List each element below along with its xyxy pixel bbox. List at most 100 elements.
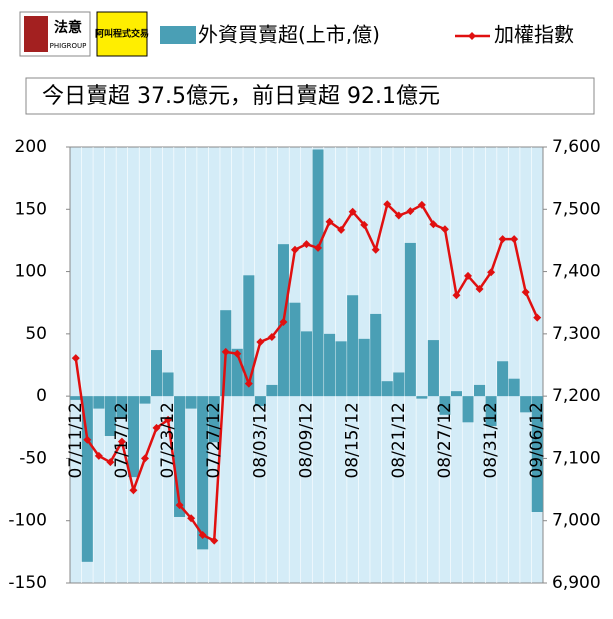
x-tick-label: 07/27/12 xyxy=(204,402,224,478)
y-tick-label: -100 xyxy=(8,511,47,531)
bar xyxy=(104,396,116,437)
bar xyxy=(508,378,520,397)
y-tick-label: -150 xyxy=(8,573,47,593)
y-tick-label: 50 xyxy=(25,324,47,344)
bar xyxy=(439,396,451,415)
line-marker xyxy=(152,423,161,432)
y2-tick-label: 7,600 xyxy=(552,137,601,157)
x-tick-label: 08/03/12 xyxy=(250,402,270,478)
line-marker xyxy=(348,207,357,216)
bar xyxy=(335,341,347,397)
line-marker xyxy=(498,235,507,244)
x-tick-label: 09/06/12 xyxy=(527,402,547,478)
line-marker xyxy=(94,451,103,460)
x-tick-label: 07/23/12 xyxy=(158,402,178,478)
line-marker xyxy=(360,220,369,229)
annotation-box xyxy=(25,77,595,115)
bar xyxy=(370,313,382,397)
x-tick-label: 08/21/12 xyxy=(389,402,409,478)
bar xyxy=(393,372,405,397)
bar xyxy=(266,384,278,397)
line-marker xyxy=(510,235,519,244)
annotation: 今日賣超 37.5億元，前日賣超 92.1億元 xyxy=(42,84,440,109)
bar xyxy=(174,396,186,517)
line-marker xyxy=(187,514,196,523)
line-marker xyxy=(394,211,403,220)
line-marker xyxy=(475,285,484,294)
x-tick-label: 08/31/12 xyxy=(481,402,501,478)
line-marker xyxy=(129,486,138,495)
bar xyxy=(93,396,105,409)
bar xyxy=(520,396,532,413)
bar xyxy=(208,396,220,443)
bar xyxy=(197,396,209,550)
logo-icon xyxy=(24,16,48,52)
y2-tick-label: 7,400 xyxy=(552,262,601,282)
bar xyxy=(416,396,428,399)
line-marker xyxy=(302,240,311,249)
line-marker xyxy=(221,347,230,356)
y-tick-label: -50 xyxy=(19,448,47,468)
bar xyxy=(474,384,486,397)
line-marker xyxy=(164,415,173,424)
line-marker xyxy=(440,225,449,234)
line-marker xyxy=(452,291,461,300)
logo2-box xyxy=(96,11,148,57)
line-marker xyxy=(210,536,219,545)
bar xyxy=(254,396,266,407)
line-marker xyxy=(256,337,265,346)
bar xyxy=(116,396,128,419)
line-marker xyxy=(371,245,380,254)
legend-marker xyxy=(468,32,476,40)
bar xyxy=(150,350,163,397)
bar xyxy=(127,396,139,478)
legend-label: 加權指數 xyxy=(494,23,574,47)
x-tick-label: 07/11/12 xyxy=(66,402,86,478)
bar xyxy=(312,149,324,397)
line-marker xyxy=(71,354,80,363)
line-marker xyxy=(417,200,426,209)
bar xyxy=(450,391,463,397)
bar xyxy=(139,396,151,404)
bar xyxy=(485,396,497,427)
bar xyxy=(404,242,416,397)
x-tick-label: 08/09/12 xyxy=(297,402,317,478)
bar xyxy=(324,333,336,397)
line-marker xyxy=(429,220,438,229)
y2-tick-label: 6,900 xyxy=(552,573,601,593)
bar xyxy=(381,381,393,397)
bar xyxy=(70,396,82,400)
y-tick-label: 100 xyxy=(15,262,47,282)
line-marker xyxy=(117,437,126,446)
legend-label: 外資買賣超(上市,億) xyxy=(198,23,380,47)
y2-tick-label: 7,100 xyxy=(552,448,601,468)
line-marker xyxy=(337,225,346,234)
line-marker xyxy=(383,200,392,209)
line-marker xyxy=(140,454,149,463)
y2-tick-label: 7,300 xyxy=(552,324,601,344)
bar xyxy=(462,396,474,423)
brand-sub: PHIGROUP xyxy=(50,42,87,50)
brand-name: 法意 xyxy=(54,19,82,36)
line-marker xyxy=(290,245,299,254)
y2-tick-label: 7,500 xyxy=(552,199,601,219)
bar xyxy=(81,396,93,562)
line-marker xyxy=(487,268,496,277)
bar xyxy=(531,396,543,512)
y2-tick-label: 7,200 xyxy=(552,386,601,406)
bar xyxy=(300,331,313,397)
bar xyxy=(358,338,370,397)
line-marker xyxy=(314,243,323,252)
y-tick-label: 0 xyxy=(36,386,47,406)
line-marker xyxy=(279,318,288,327)
line-marker xyxy=(175,501,184,510)
line-marker xyxy=(244,379,253,388)
x-tick-label: 07/17/12 xyxy=(112,402,132,478)
y-tick-label: 200 xyxy=(15,137,47,157)
legend-swatch xyxy=(160,26,196,44)
line-marker xyxy=(406,207,415,216)
brand-2: 阿叫程式交易 xyxy=(95,28,149,40)
y-tick-label: 150 xyxy=(15,199,47,219)
bar xyxy=(243,275,255,397)
